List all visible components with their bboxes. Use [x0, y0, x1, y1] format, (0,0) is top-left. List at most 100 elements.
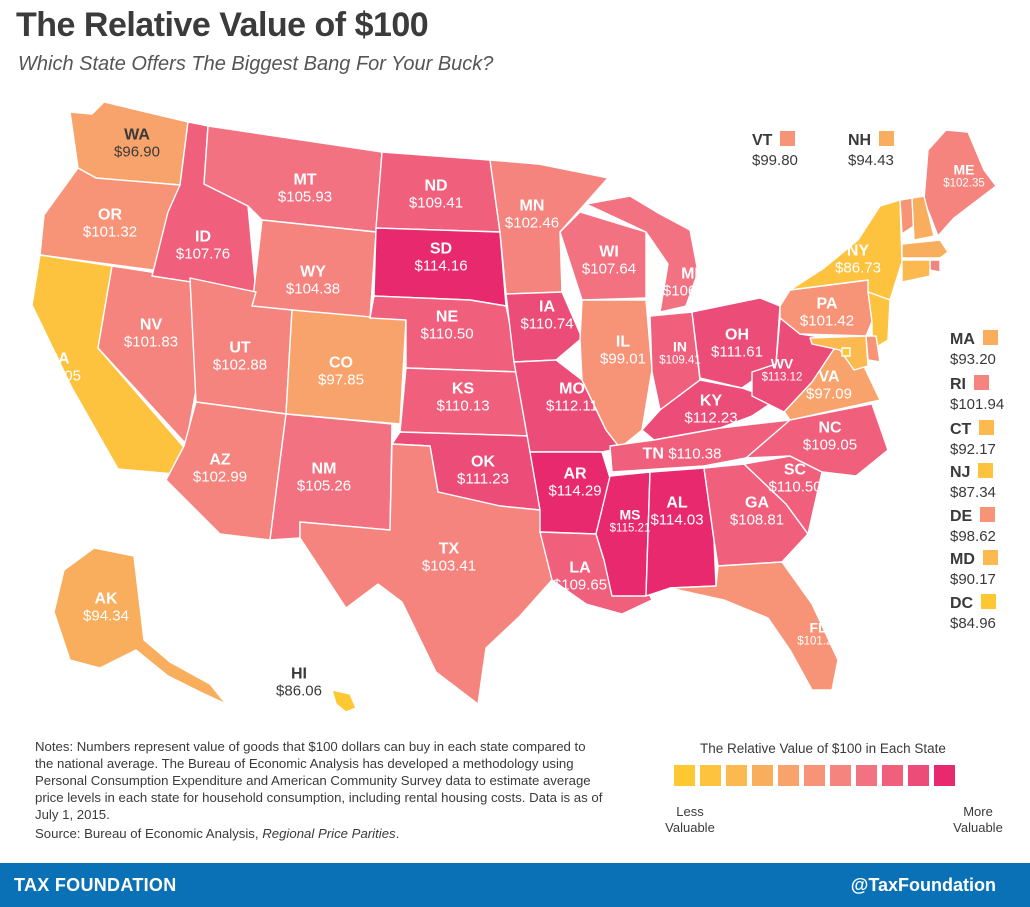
state-value: $101.32 [82, 223, 138, 241]
state-abbr: MO [559, 380, 585, 398]
state-SC[interactable] [743, 455, 823, 535]
state-value: $87.34 [950, 484, 996, 501]
color-swatch [982, 330, 998, 345]
source-suffix: . [395, 826, 400, 841]
callout-DE: DE $98.62 [950, 507, 996, 545]
source-prefix: Source: Bureau of Economic Analysis, [35, 826, 263, 841]
state-value: $90.17 [950, 571, 996, 588]
state-abbr: KS [451, 380, 475, 398]
state-value: $98.62 [950, 528, 996, 545]
state-abbr: HI [290, 665, 307, 683]
state-abbr: CT [950, 421, 972, 438]
state-value: $102.46 [504, 214, 560, 232]
state-TX[interactable] [299, 443, 553, 705]
legend-swatch [752, 765, 773, 786]
state-label-NY: NY $86.73 [835, 243, 881, 277]
state-value: $97.85 [318, 371, 364, 389]
state-value: $101.42 [799, 312, 855, 330]
footer-handle[interactable]: @TaxFoundation [850, 875, 996, 895]
state-WI[interactable] [559, 211, 647, 301]
state-abbr: NH [848, 132, 872, 149]
state-value: $84.96 [950, 615, 996, 632]
state-abbr: TX [438, 540, 460, 558]
state-abbr: LA [569, 559, 591, 577]
state-abbr: NV [139, 316, 163, 334]
state-CT[interactable] [901, 259, 931, 283]
state-abbr: UT [229, 339, 251, 357]
state-label-NM: NM $105.26 [297, 461, 351, 495]
legend-swatch [882, 765, 903, 786]
legend-low-line1: Less [676, 804, 704, 819]
state-MI[interactable] [585, 195, 699, 313]
state-abbr: MN [519, 197, 545, 215]
state-label-ME: ME $102.35 [943, 161, 985, 190]
state-abbr: FL [809, 619, 827, 636]
legend-swatch [804, 765, 825, 786]
state-MN[interactable] [489, 159, 609, 295]
state-label-ID: ID $107.76 [176, 229, 230, 263]
state-value: $110.74 [520, 315, 574, 333]
state-label-UT: UT $102.88 [212, 339, 268, 374]
state-value: $110.50 [768, 478, 822, 496]
state-abbr: KY [699, 392, 723, 410]
state-CO[interactable] [285, 309, 407, 425]
state-label-NV: NV $101.83 [123, 316, 179, 351]
callout-CT: CT $92.17 [950, 420, 996, 458]
state-label-AK: AK $94.34 [83, 590, 129, 625]
source-line: Source: Bureau of Economic Analysis, Reg… [35, 825, 605, 842]
state-NH[interactable] [911, 195, 935, 241]
color-swatch [980, 507, 996, 522]
page-subtitle: Which State Offers The Biggest Bang For … [18, 53, 494, 75]
state-abbr: IA [538, 298, 555, 316]
state-DC[interactable] [841, 347, 851, 357]
state-abbr: OK [471, 453, 495, 471]
state-abbr: AK [94, 590, 118, 608]
state-abbr: CO [328, 354, 353, 372]
state-label-TN: TN $110.38 [643, 445, 722, 464]
state-label-WV: WV $113.12 [762, 356, 803, 384]
state-value: $114.16 [414, 257, 468, 275]
state-value: $109.41 [408, 194, 464, 212]
state-value: $102.88 [212, 356, 268, 374]
state-label-OR: OR $101.32 [82, 207, 138, 241]
state-AL[interactable] [645, 467, 717, 597]
state-abbr: ME [953, 161, 975, 178]
page-title: The Relative Value of $100 [16, 6, 429, 44]
state-value: $97.09 [806, 385, 852, 403]
legend-swatch [674, 765, 695, 786]
state-value: $114.03 [650, 511, 704, 529]
notes-text: Notes: Numbers represent value of goods … [35, 739, 603, 822]
state-value: $110.38 [668, 445, 722, 463]
state-value: $104.38 [285, 280, 341, 298]
state-value: $101.83 [123, 333, 179, 351]
state-AK[interactable] [53, 547, 227, 705]
state-value: $89.05 [35, 367, 81, 385]
state-abbr: AR [563, 465, 587, 483]
state-abbr: DC [950, 595, 974, 612]
state-value: $96.90 [114, 143, 160, 161]
state-value: $99.01 [600, 350, 646, 368]
state-value: $109.41 [659, 354, 701, 367]
state-MD[interactable] [809, 335, 869, 371]
state-FL[interactable] [669, 561, 839, 691]
color-swatch [982, 550, 998, 565]
state-HI[interactable] [331, 689, 357, 713]
state-abbr: AL [666, 494, 688, 512]
state-abbr: GA [744, 494, 769, 512]
state-label-LA: LA $109.65 [553, 559, 607, 594]
state-label-MS: MS $115.21 [610, 507, 651, 535]
state-label-SD: SD $114.16 [414, 241, 468, 275]
state-abbr: RI [950, 376, 966, 393]
state-NY[interactable] [789, 199, 903, 301]
state-label-WY: WY $104.38 [285, 263, 341, 298]
callout-RI: RI $101.94 [950, 375, 1004, 413]
state-value: $114.29 [548, 482, 602, 500]
state-value: $106.16 [662, 282, 718, 300]
color-swatch [981, 594, 997, 609]
state-value: $108.81 [729, 511, 785, 529]
state-abbr: MT [293, 171, 317, 189]
state-IA[interactable] [505, 291, 583, 363]
state-MA[interactable] [901, 239, 949, 259]
state-RI[interactable] [929, 259, 941, 273]
state-abbr: WY [300, 263, 326, 281]
